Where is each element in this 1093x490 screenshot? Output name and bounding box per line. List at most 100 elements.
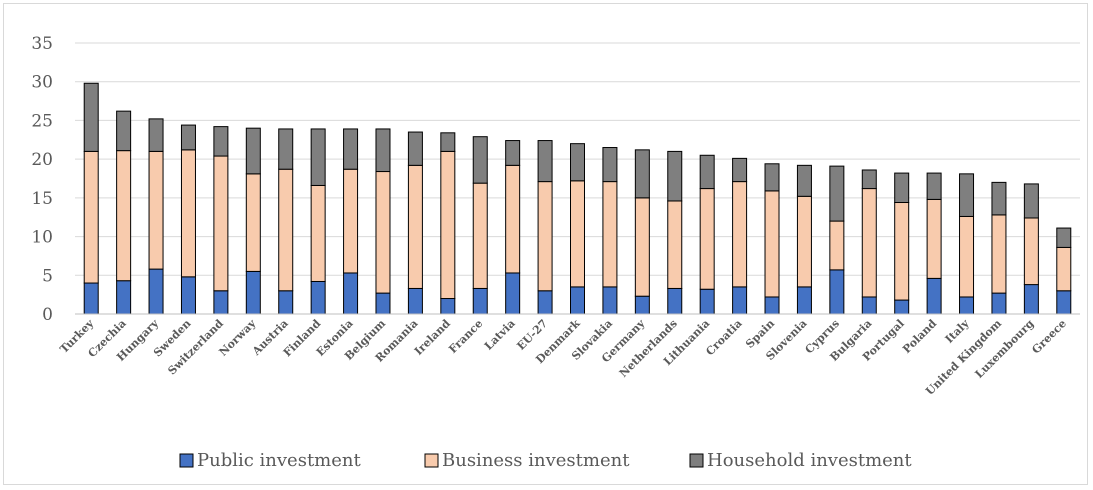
bar-stack-slovenia bbox=[796, 164, 812, 315]
bar-stack-united-kingdom bbox=[991, 181, 1007, 315]
bar-stack-netherlands bbox=[667, 150, 683, 315]
y-tick-label: 20 bbox=[31, 150, 53, 170]
bar-segment-public-investment bbox=[926, 277, 942, 315]
bar-segment-business-investment bbox=[343, 168, 359, 274]
x-category-label: Croatia bbox=[703, 317, 744, 358]
bar-segment-public-investment bbox=[116, 280, 132, 315]
bar-segment-household-investment bbox=[829, 165, 845, 222]
bar-segment-public-investment bbox=[148, 268, 164, 315]
bar-segment-business-investment bbox=[83, 150, 99, 284]
bar-segment-household-investment bbox=[245, 127, 261, 175]
bar-segment-public-investment bbox=[440, 298, 456, 315]
bar-segment-business-investment bbox=[667, 200, 683, 289]
bar-segment-business-investment bbox=[894, 202, 910, 301]
bar-stack-greece bbox=[1056, 227, 1072, 315]
bar-segment-household-investment bbox=[926, 172, 942, 200]
bar-segment-public-investment bbox=[343, 272, 359, 315]
bar-segment-public-investment bbox=[699, 288, 715, 315]
bar-stack-denmark bbox=[570, 143, 585, 315]
bar-segment-public-investment bbox=[180, 276, 196, 315]
bar-segment-business-investment bbox=[861, 188, 877, 298]
bar-segment-household-investment bbox=[310, 128, 326, 186]
x-category-label: Luxembourg bbox=[973, 317, 1037, 381]
bar-segment-business-investment bbox=[375, 171, 391, 294]
bar-stack-germany bbox=[634, 149, 650, 315]
x-axis-category-labels: TurkeyCzechiaHungarySwedenSwitzerlandNor… bbox=[57, 316, 1068, 397]
x-category-label: Italy bbox=[943, 317, 972, 346]
bar-segment-business-investment bbox=[732, 181, 748, 288]
legend-swatch bbox=[689, 453, 704, 468]
bar-segment-household-investment bbox=[764, 163, 780, 192]
bar-stack-france bbox=[472, 136, 488, 315]
legend-item-business-investment: Business investment bbox=[424, 450, 630, 471]
bar-segment-household-investment bbox=[959, 173, 975, 217]
legend-swatch bbox=[424, 453, 439, 468]
bar-segment-business-investment bbox=[991, 214, 1007, 294]
bar-segment-household-investment bbox=[407, 131, 423, 166]
bar-segment-public-investment bbox=[1023, 284, 1039, 315]
bar-stack-bulgaria bbox=[861, 169, 877, 315]
legend: Public investment Business investment Hous… bbox=[179, 450, 912, 471]
x-category-label: France bbox=[446, 317, 485, 356]
bar-segment-household-investment bbox=[116, 110, 132, 152]
bar-segment-public-investment bbox=[505, 272, 521, 315]
bar-segment-household-investment bbox=[861, 169, 877, 190]
bar-segment-public-investment bbox=[245, 270, 261, 315]
bar-segment-business-investment bbox=[959, 215, 975, 298]
y-tick-label: 25 bbox=[31, 111, 53, 131]
bar-segment-business-investment bbox=[602, 181, 618, 288]
bar-segment-business-investment bbox=[245, 173, 261, 272]
legend-label: Household investment bbox=[707, 450, 912, 471]
bar-stack-cyprus bbox=[829, 165, 845, 315]
y-axis-ticks: 0 5 10 15 20 25 30 35 bbox=[31, 34, 53, 325]
bar-segment-public-investment bbox=[602, 286, 618, 315]
bar-segment-household-investment bbox=[602, 147, 618, 183]
bar-segment-business-investment bbox=[796, 195, 812, 288]
bar-segment-household-investment bbox=[472, 136, 488, 184]
bar-segment-business-investment bbox=[926, 198, 942, 279]
bar-segment-business-investment bbox=[505, 164, 521, 274]
gridlines bbox=[75, 42, 1080, 276]
bar-segment-household-investment bbox=[570, 143, 585, 182]
bar-segment-public-investment bbox=[991, 292, 1007, 315]
bar-segment-business-investment bbox=[764, 190, 780, 298]
bar-segment-business-investment bbox=[148, 150, 164, 270]
bar-segment-public-investment bbox=[278, 290, 294, 315]
x-category-label: Greece bbox=[1029, 317, 1069, 357]
bar-segment-business-investment bbox=[634, 197, 650, 297]
bar-segment-public-investment bbox=[894, 299, 910, 315]
bar-stack-eu-27 bbox=[537, 140, 553, 315]
bar-stack-latvia bbox=[505, 140, 521, 315]
bar-segment-household-investment bbox=[732, 157, 748, 183]
bar-segment-public-investment bbox=[959, 296, 975, 315]
y-tick-label: 0 bbox=[42, 305, 53, 325]
bar-segment-household-investment bbox=[1056, 227, 1072, 248]
bar-segment-public-investment bbox=[570, 286, 585, 315]
bar-segment-public-investment bbox=[861, 296, 877, 315]
x-category-label: Poland bbox=[900, 317, 939, 356]
bar-segment-household-investment bbox=[180, 124, 196, 151]
bar-segment-public-investment bbox=[732, 286, 748, 315]
bar-stack-norway bbox=[245, 127, 261, 315]
bar-segment-business-investment bbox=[472, 182, 488, 289]
bar-segment-public-investment bbox=[83, 282, 99, 315]
bar-stack-turkey bbox=[83, 82, 99, 315]
bar-segment-business-investment bbox=[407, 164, 423, 289]
bar-segment-public-investment bbox=[634, 295, 650, 315]
bar-segment-public-investment bbox=[764, 296, 780, 315]
y-tick-label: 35 bbox=[31, 34, 53, 54]
bar-segment-household-investment bbox=[375, 128, 391, 173]
bar-segment-public-investment bbox=[375, 292, 391, 315]
bar-segment-household-investment bbox=[440, 132, 456, 152]
bar-stack-lithuania bbox=[699, 154, 715, 315]
bar-segment-public-investment bbox=[667, 287, 683, 315]
bar-segment-household-investment bbox=[343, 128, 359, 170]
bar-segment-public-investment bbox=[537, 290, 553, 315]
y-tick-label: 5 bbox=[42, 266, 53, 286]
bar-stack-switzerland bbox=[213, 126, 229, 315]
bar-stack-croatia bbox=[732, 157, 748, 315]
bar-stack-luxembourg bbox=[1023, 183, 1039, 315]
legend-label: Public investment bbox=[197, 450, 361, 471]
bar-stack-belgium bbox=[375, 128, 391, 315]
bar-segment-business-investment bbox=[699, 188, 715, 290]
